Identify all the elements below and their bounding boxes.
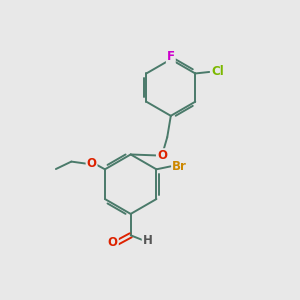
Text: F: F <box>167 50 175 64</box>
Text: Br: Br <box>172 160 187 173</box>
Text: O: O <box>108 236 118 249</box>
Text: O: O <box>87 158 97 170</box>
Text: O: O <box>157 149 167 162</box>
Text: Cl: Cl <box>211 65 224 79</box>
Text: H: H <box>143 234 153 247</box>
